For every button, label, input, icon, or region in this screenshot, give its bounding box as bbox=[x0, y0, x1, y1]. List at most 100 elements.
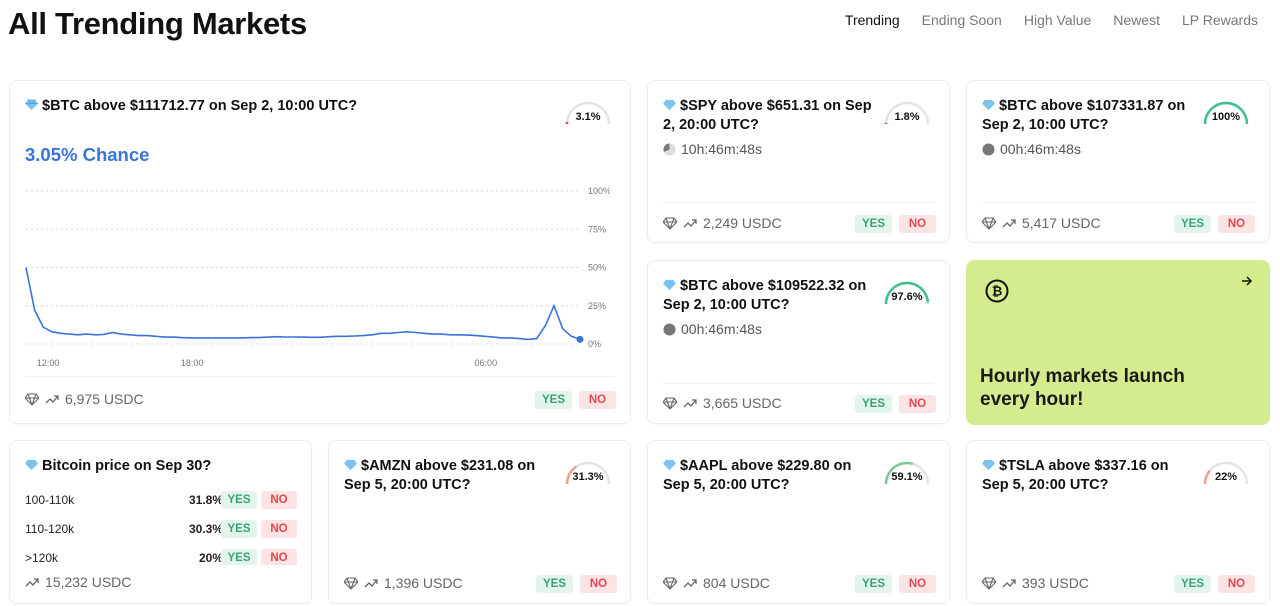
market-question[interactable]: $SPY above $651.31 on Sep 2, 20:00 UTC? bbox=[663, 98, 872, 133]
market-question[interactable]: Bitcoin price on Sep 30? bbox=[25, 457, 295, 476]
no-button[interactable]: NO bbox=[579, 391, 616, 409]
y-tick-label: 25% bbox=[588, 301, 606, 311]
diamond-icon bbox=[663, 99, 676, 111]
diamond-icon bbox=[982, 459, 995, 471]
x-tick-label: 12:00 bbox=[37, 358, 60, 368]
diamond-outline-icon bbox=[25, 393, 39, 406]
market-footer: 15,232 USDC bbox=[25, 574, 131, 590]
no-button[interactable]: NO bbox=[1218, 215, 1255, 233]
tab-ending-soon[interactable]: Ending Soon bbox=[921, 12, 1002, 28]
market-card[interactable]: $TSLA above $337.16 on Sep 5, 20:00 UTC?… bbox=[966, 440, 1270, 604]
y-tick-label: 100% bbox=[588, 186, 610, 196]
clock-icon bbox=[663, 142, 676, 156]
yes-button[interactable]: YES bbox=[1174, 215, 1211, 233]
featured-market-card[interactable]: $BTC above $111712.77 on Sep 2, 10:00 UT… bbox=[9, 80, 631, 424]
gauge-arc bbox=[1203, 461, 1249, 485]
volume: 2,249 USDC bbox=[703, 215, 782, 231]
diamond-outline-icon bbox=[663, 217, 677, 230]
gauge-track bbox=[565, 101, 611, 125]
yes-button[interactable]: YES bbox=[855, 395, 892, 413]
volume: 15,232 USDC bbox=[45, 574, 132, 590]
trending-up-icon bbox=[1002, 579, 1016, 588]
multi-outcome-card[interactable]: Bitcoin price on Sep 30? 100-110k 31.8% … bbox=[9, 440, 312, 604]
gauge-value: 59.1% bbox=[891, 471, 923, 483]
market-footer: 2,249 USDC bbox=[663, 215, 782, 231]
no-button[interactable]: NO bbox=[261, 491, 297, 509]
market-card[interactable]: $BTC above $107331.87 on Sep 2, 10:00 UT… bbox=[966, 80, 1270, 243]
trending-up-icon bbox=[683, 219, 697, 228]
tab-trending[interactable]: Trending bbox=[844, 12, 900, 28]
no-button[interactable]: NO bbox=[1218, 575, 1255, 593]
gauge-arc bbox=[565, 101, 611, 125]
tab-newest[interactable]: Newest bbox=[1113, 12, 1160, 28]
probability-gauge: 100% bbox=[1201, 99, 1251, 129]
divider bbox=[982, 202, 1254, 203]
yes-button[interactable]: YES bbox=[855, 575, 892, 593]
yes-button[interactable]: YES bbox=[536, 575, 573, 593]
outcome-label: 110-120k bbox=[25, 522, 75, 536]
market-footer: 393 USDC bbox=[982, 575, 1089, 591]
countdown-timer: 00h:46m:48s bbox=[982, 141, 1081, 157]
market-question[interactable]: $BTC above $111712.77 on Sep 2, 10:00 UT… bbox=[25, 97, 545, 116]
gauge-arc bbox=[1203, 101, 1249, 125]
diamond-icon bbox=[663, 459, 676, 471]
yes-button[interactable]: YES bbox=[1174, 575, 1211, 593]
no-button[interactable]: NO bbox=[580, 575, 617, 593]
diamond-icon bbox=[344, 459, 357, 471]
no-button[interactable]: NO bbox=[899, 395, 936, 413]
yes-button[interactable]: YES bbox=[221, 520, 257, 538]
clock-icon bbox=[663, 322, 676, 336]
countdown-timer: 00h:46m:48s bbox=[663, 321, 762, 337]
tab-lp-rewards[interactable]: LP Rewards bbox=[1181, 12, 1258, 28]
current-point bbox=[576, 335, 584, 343]
market-card[interactable]: $SPY above $651.31 on Sep 2, 20:00 UTC? … bbox=[647, 80, 950, 243]
market-card[interactable]: $BTC above $109522.32 on Sep 2, 10:00 UT… bbox=[647, 260, 950, 424]
probability-gauge: 97.6% bbox=[882, 279, 932, 309]
outcome-percent: 31.8% bbox=[188, 493, 223, 507]
diamond-icon bbox=[982, 99, 995, 111]
divider bbox=[25, 376, 615, 377]
tab-high-value[interactable]: High Value bbox=[1023, 12, 1092, 28]
no-button[interactable]: NO bbox=[261, 520, 297, 538]
outcome-label: >120k bbox=[25, 551, 59, 565]
market-card[interactable]: $AAPL above $229.80 on Sep 5, 20:00 UTC?… bbox=[647, 440, 950, 604]
clock-icon bbox=[982, 142, 995, 156]
market-question[interactable]: $BTC above $107331.87 on Sep 2, 10:00 UT… bbox=[982, 98, 1186, 133]
yes-button[interactable]: YES bbox=[855, 215, 892, 233]
trending-up-icon bbox=[683, 399, 697, 408]
market-footer: 5,417 USDC bbox=[982, 215, 1101, 231]
no-button[interactable]: NO bbox=[899, 575, 936, 593]
market-footer: 804 USDC bbox=[663, 575, 770, 591]
no-button[interactable]: NO bbox=[261, 549, 297, 565]
probability-gauge: 59.1% bbox=[882, 459, 932, 489]
market-question[interactable]: $AMZN above $231.08 on Sep 5, 20:00 UTC? bbox=[344, 458, 536, 493]
diamond-outline-icon bbox=[982, 577, 996, 590]
page-title: All Trending Markets bbox=[8, 6, 307, 41]
gauge-fill bbox=[884, 461, 914, 485]
yes-button[interactable]: YES bbox=[221, 549, 257, 565]
gauge-fill bbox=[565, 465, 578, 485]
promo-title: Hourly markets launch every hour! bbox=[980, 366, 1185, 410]
gauge-value: 100% bbox=[1211, 111, 1241, 123]
market-card[interactable]: $AMZN above $231.08 on Sep 5, 20:00 UTC?… bbox=[328, 440, 631, 604]
yes-button[interactable]: YES bbox=[535, 391, 572, 409]
arrow-right-icon[interactable] bbox=[1240, 274, 1254, 288]
divider bbox=[663, 202, 934, 203]
probability-gauge: 3.1% bbox=[563, 99, 613, 129]
price-chart: 100% 75% 50% 25% 0% 12:00 18:00 06:00 bbox=[25, 186, 610, 368]
bitcoin-icon: ₿ bbox=[985, 279, 1009, 303]
gauge-fill bbox=[1203, 469, 1211, 485]
diamond-icon bbox=[25, 99, 38, 111]
gauge-value: 22% bbox=[1214, 471, 1238, 483]
market-question[interactable]: $AAPL above $229.80 on Sep 5, 20:00 UTC? bbox=[663, 458, 852, 493]
market-question[interactable]: $BTC above $109522.32 on Sep 2, 10:00 UT… bbox=[663, 278, 867, 313]
x-tick-label: 06:00 bbox=[475, 358, 498, 368]
market-question[interactable]: $TSLA above $337.16 on Sep 5, 20:00 UTC? bbox=[982, 458, 1169, 493]
probability-gauge: 22% bbox=[1201, 459, 1251, 489]
promo-card[interactable]: ₿ Hourly markets launch every hour! bbox=[966, 260, 1270, 425]
diamond-icon bbox=[25, 459, 38, 471]
countdown-timer: 10h:46m:48s bbox=[663, 141, 762, 157]
yes-button[interactable]: YES bbox=[221, 491, 257, 509]
no-button[interactable]: NO bbox=[899, 215, 936, 233]
probability-gauge: 1.8% bbox=[882, 99, 932, 129]
